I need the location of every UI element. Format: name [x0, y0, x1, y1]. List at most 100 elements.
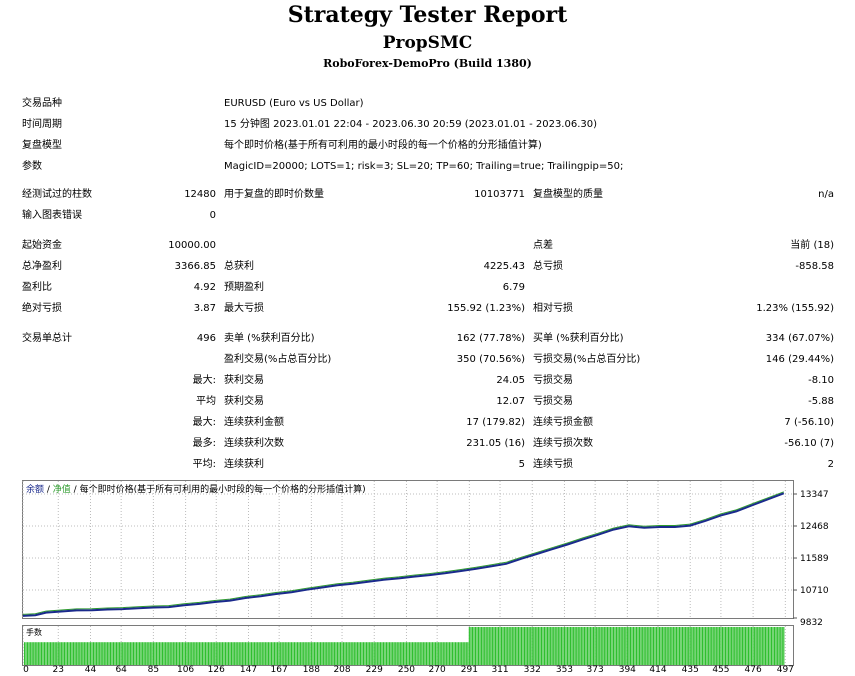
- x-tick-label: 373: [587, 665, 604, 675]
- server-build: RoboForex-DemoPro (Build 1380): [323, 57, 532, 70]
- x-tick-label: 394: [619, 665, 636, 675]
- quality-value: n/a: [818, 189, 834, 200]
- avg-consecutive-prefix: 平均:: [192, 459, 216, 470]
- net-profit-value: 3366.85: [174, 261, 216, 272]
- x-tick-label: 23: [53, 665, 64, 675]
- total-trades-label: 交易单总计: [22, 333, 72, 344]
- max-consecutive-profit-value: 231.05 (16): [466, 438, 525, 449]
- y-tick-label: 11589: [800, 554, 829, 564]
- quality-label: 复盘模型的质量: [533, 189, 603, 200]
- max-consecutive-losses-label: 连续亏损金额: [533, 417, 593, 428]
- gross-profit-value: 4225.43: [483, 261, 525, 272]
- max-consecutive-profit-label: 连续获利次数: [224, 438, 284, 449]
- max-consecutive-prefix: 最大:: [192, 417, 216, 428]
- balance-chart-svg: 余额 / 净值 / 每个即时价格(基于所有可利用的最小时段的每一个价格的分形插值…: [22, 480, 829, 675]
- params-value: MagicID=20000; LOTS=1; risk=3; SL=20; TP…: [224, 161, 624, 172]
- equity-line: [22, 491, 784, 615]
- symbol-value: EURUSD (Euro vs US Dollar): [224, 98, 364, 109]
- deposit-label: 起始资金: [22, 240, 62, 251]
- avg-consecutive-wins-value: 5: [518, 459, 525, 470]
- max-consecutive-losses-value: 7 (-56.10): [784, 417, 834, 428]
- report-title: Strategy Tester Report: [287, 2, 568, 28]
- max-drawdown-label: 最大亏损: [224, 303, 264, 314]
- volume-plot-frame: [22, 625, 794, 666]
- ticks-label: 用于复盘的即时价数量: [224, 189, 324, 200]
- y-tick-label: 12468: [800, 522, 829, 532]
- max-consecutive-wins-label: 连续获利金额: [224, 417, 284, 428]
- x-tick-label: 44: [85, 665, 97, 675]
- legend-separator-2: /: [71, 485, 80, 495]
- x-tick-label: 208: [333, 665, 350, 675]
- x-tick-label: 414: [649, 665, 666, 675]
- x-tick-label: 85: [148, 665, 159, 675]
- largest-prefix: 最大:: [192, 375, 216, 386]
- x-tick-label: 497: [777, 665, 794, 675]
- x-tick-label: 229: [366, 665, 383, 675]
- x-tick-label: 311: [491, 665, 508, 675]
- average-profit-label: 获利交易: [224, 396, 264, 407]
- symbol-label: 交易品种: [22, 98, 62, 109]
- params-label: 参数: [22, 161, 42, 172]
- expert-name: PropSMC: [382, 33, 473, 53]
- net-profit-label: 总净盈利: [22, 261, 62, 272]
- bars-label: 经测试过的柱数: [22, 189, 92, 200]
- long-positions-label: 买单 (%获利百分比): [533, 333, 624, 344]
- x-tick-label: 455: [712, 665, 729, 675]
- bars-value: 12480: [184, 189, 216, 200]
- balance-chart: 余额 / 净值 / 每个即时价格(基于所有可利用的最小时段的每一个价格的分形插值…: [22, 480, 834, 676]
- x-tick-label: 291: [461, 665, 478, 675]
- max-consecutive-wins-value: 17 (179.82): [466, 417, 525, 428]
- balance-line: [22, 492, 785, 617]
- volume-label-bg: [24, 627, 44, 636]
- y-tick-label: 10710: [800, 586, 829, 596]
- loss-trades-label: 亏损交易(%占总百分比): [533, 354, 641, 365]
- avg-consecutive-wins-label: 连续获利: [224, 459, 264, 470]
- ticks-value: 10103771: [474, 189, 525, 200]
- long-positions-value: 334 (67.07%): [765, 333, 834, 344]
- largest-loss-label: 亏损交易: [533, 375, 573, 386]
- absolute-drawdown-label: 绝对亏损: [22, 303, 62, 314]
- max-consecutive-loss-value: -56.10 (7): [784, 438, 834, 449]
- short-positions-value: 162 (77.78%): [456, 333, 525, 344]
- average-loss-value: -5.88: [808, 396, 834, 407]
- average-profit-value: 12.07: [496, 396, 525, 407]
- gross-loss-label: 总亏损: [533, 261, 563, 272]
- max-drawdown-value: 155.92 (1.23%): [447, 303, 525, 314]
- average-loss-label: 亏损交易: [533, 396, 573, 407]
- x-tick-label: 147: [240, 665, 257, 675]
- errors-label: 输入图表错误: [22, 210, 82, 221]
- max-consecutive-loss-label: 连续亏损次数: [533, 438, 593, 449]
- deposit-value: 10000.00: [168, 240, 216, 251]
- volume-label: 手数: [26, 627, 42, 637]
- y-tick-label: 13347: [800, 490, 829, 500]
- total-trades-value: 496: [196, 333, 216, 344]
- balance-plot-frame: [22, 480, 794, 619]
- relative-drawdown-value: 1.23% (155.92): [756, 303, 834, 314]
- expected-payoff-label: 预期盈利: [224, 282, 264, 293]
- absolute-drawdown-value: 3.87: [193, 303, 216, 314]
- legend-separator-1: /: [44, 485, 53, 495]
- profit-trades-value: 350 (70.56%): [456, 354, 525, 365]
- x-tick-label: 250: [398, 665, 415, 675]
- legend-equity: 净值: [53, 483, 71, 495]
- profit-factor-value: 4.92: [193, 282, 216, 293]
- x-tick-label: 270: [429, 665, 446, 675]
- x-tick-label: 353: [556, 665, 573, 675]
- avg-consecutive-losses-label: 连续亏损: [533, 459, 573, 470]
- expected-payoff-value: 6.79: [502, 282, 525, 293]
- model-value: 每个即时价格(基于所有可利用的最小时段的每一个价格的分形插值计算): [224, 140, 542, 151]
- profit-trades-label: 盈利交易(%占总百分比): [224, 354, 332, 365]
- model-label: 复盘模型: [22, 140, 62, 151]
- largest-loss-value: -8.10: [808, 375, 834, 386]
- x-tick-label: 167: [271, 665, 288, 675]
- chart-legend: 余额 / 净值 / 每个即时价格(基于所有可利用的最小时段的每一个价格的分形插值…: [26, 483, 366, 495]
- spread-label: 点差: [533, 240, 553, 251]
- max-consecutive-count-prefix: 最多:: [192, 438, 216, 449]
- x-tick-label: 435: [682, 665, 699, 675]
- profit-factor-label: 盈利比: [22, 282, 52, 293]
- x-tick-label: 126: [208, 665, 225, 675]
- period-label: 时间周期: [22, 119, 62, 130]
- y-tick-label: 9832: [800, 618, 823, 628]
- short-positions-label: 卖单 (%获利百分比): [224, 333, 315, 344]
- x-tick-label: 64: [115, 665, 127, 675]
